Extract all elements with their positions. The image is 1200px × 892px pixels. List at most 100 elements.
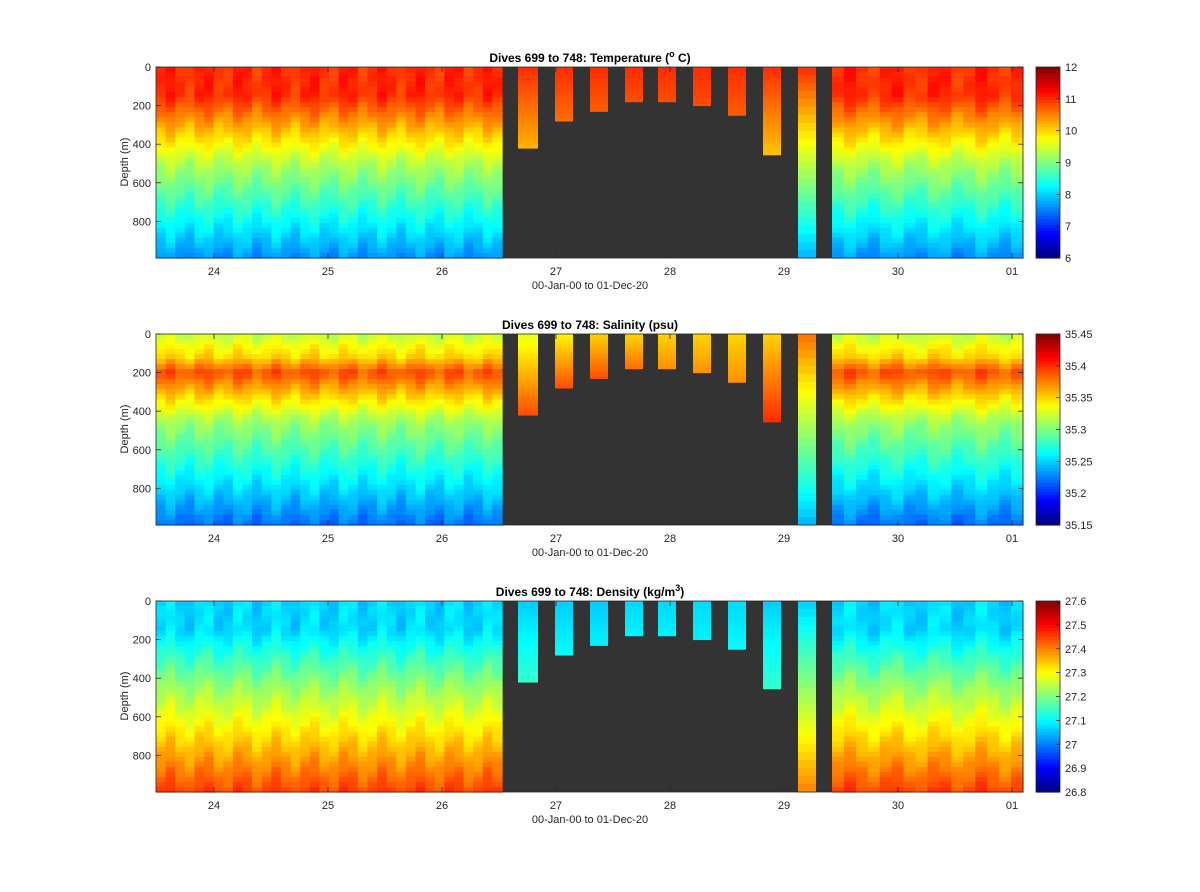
heatmap-cell [357, 349, 369, 355]
heatmap-cell [463, 354, 474, 360]
heatmap-cell [832, 384, 845, 390]
heatmap-cell [156, 761, 167, 768]
heatmap-cell [867, 132, 881, 138]
heatmap-cell [434, 384, 445, 390]
heatmap-cell [903, 459, 917, 466]
heatmap-cell [165, 621, 176, 627]
heatmap-cell [987, 157, 1000, 164]
heatmap-cell [309, 339, 320, 345]
heatmap-cell [728, 93, 746, 96]
heatmap-cell [252, 152, 263, 159]
heatmap-cell [357, 399, 369, 405]
heatmap-cell [396, 339, 407, 345]
heatmap-cell [357, 72, 369, 78]
heatmap-cell [280, 242, 292, 249]
heatmap-cell [843, 202, 857, 209]
heatmap-cell [309, 67, 320, 73]
heatmap-cell [1011, 384, 1024, 390]
heatmap-cell [693, 351, 711, 354]
heatmap-cell [232, 721, 244, 728]
heatmap-cell [377, 439, 388, 446]
heatmap-cell [367, 444, 378, 451]
heatmap-cell [242, 147, 253, 154]
heatmap-cell [405, 92, 417, 98]
heatmap-cell [338, 459, 349, 466]
heatmap-cell [855, 424, 869, 431]
heatmap-cell [927, 172, 941, 179]
heatmap-cell [444, 157, 455, 164]
heatmap-cell [975, 459, 988, 466]
heatmap-cell [728, 356, 746, 359]
heatmap-cell [194, 207, 205, 214]
heatmap-cell [482, 77, 493, 83]
heatmap-cell [425, 454, 436, 461]
heatmap-cell [290, 82, 301, 88]
heatmap-cell [463, 212, 474, 219]
heatmap-cell [156, 459, 167, 466]
heatmap-cell [377, 137, 388, 143]
heatmap-cell [453, 217, 465, 224]
heatmap-cell [271, 182, 282, 189]
heatmap-cell [194, 766, 205, 773]
heatmap-cell [590, 335, 608, 339]
heatmap-cell [963, 77, 976, 83]
heatmap-cell [156, 359, 167, 365]
heatmap-cell [184, 686, 196, 693]
heatmap-cell [338, 489, 349, 496]
heatmap-cell [1011, 474, 1024, 481]
heatmap-cell [357, 197, 369, 204]
heatmap-cell [357, 92, 369, 98]
heatmap-cell [396, 192, 407, 199]
heatmap-cell [377, 454, 388, 461]
heatmap-cell [204, 751, 215, 758]
heatmap-cell [763, 118, 781, 123]
heatmap-cell [280, 187, 292, 194]
heatmap-cell [855, 222, 869, 229]
heatmap-cell [492, 519, 503, 526]
heatmap-cell [252, 107, 263, 113]
heatmap-cell [165, 334, 176, 340]
heatmap-cell [463, 172, 474, 179]
heatmap-cell [463, 439, 474, 446]
heatmap-cell [300, 419, 311, 426]
heatmap-cell [338, 217, 349, 224]
heatmap-cell [463, 414, 474, 421]
heatmap-cell [915, 157, 929, 164]
heatmap-cell [367, 197, 378, 204]
heatmap-cell [693, 370, 711, 374]
heatmap-cell [555, 114, 573, 118]
heatmap-cell [843, 142, 857, 149]
heatmap-cell [396, 247, 407, 254]
heatmap-cell [425, 217, 436, 224]
heatmap-cell [184, 691, 196, 698]
heatmap-cell [927, 394, 941, 400]
heatmap-cell [396, 439, 407, 446]
heatmap-cell [843, 349, 857, 355]
heatmap-cell [357, 389, 369, 395]
heatmap-cell [290, 142, 301, 149]
heatmap-cell [300, 499, 311, 506]
heatmap-cell [927, 142, 941, 149]
heatmap-cell [444, 384, 455, 390]
heatmap-cell [425, 474, 436, 481]
heatmap-cell [473, 414, 484, 421]
colorbar-swatch [1036, 123, 1060, 128]
heatmap-cell [204, 429, 215, 436]
heatmap-cell [156, 399, 167, 405]
heatmap-cell [261, 67, 272, 73]
heatmap-cell [396, 359, 407, 365]
heatmap-cell [252, 102, 263, 108]
heatmap-cell [625, 69, 643, 72]
heatmap-cell [309, 97, 320, 103]
heatmap-cell [338, 514, 349, 521]
heatmap-cell [175, 781, 186, 788]
heatmap-cell [175, 666, 186, 672]
heatmap-cell [213, 454, 224, 461]
heatmap-cell [963, 212, 976, 219]
heatmap-cell [386, 92, 397, 98]
heatmap-cell [252, 334, 263, 340]
heatmap-cell [194, 464, 205, 471]
heatmap-cell [252, 489, 263, 496]
heatmap-cell [213, 222, 224, 229]
heatmap-cell [386, 182, 397, 189]
